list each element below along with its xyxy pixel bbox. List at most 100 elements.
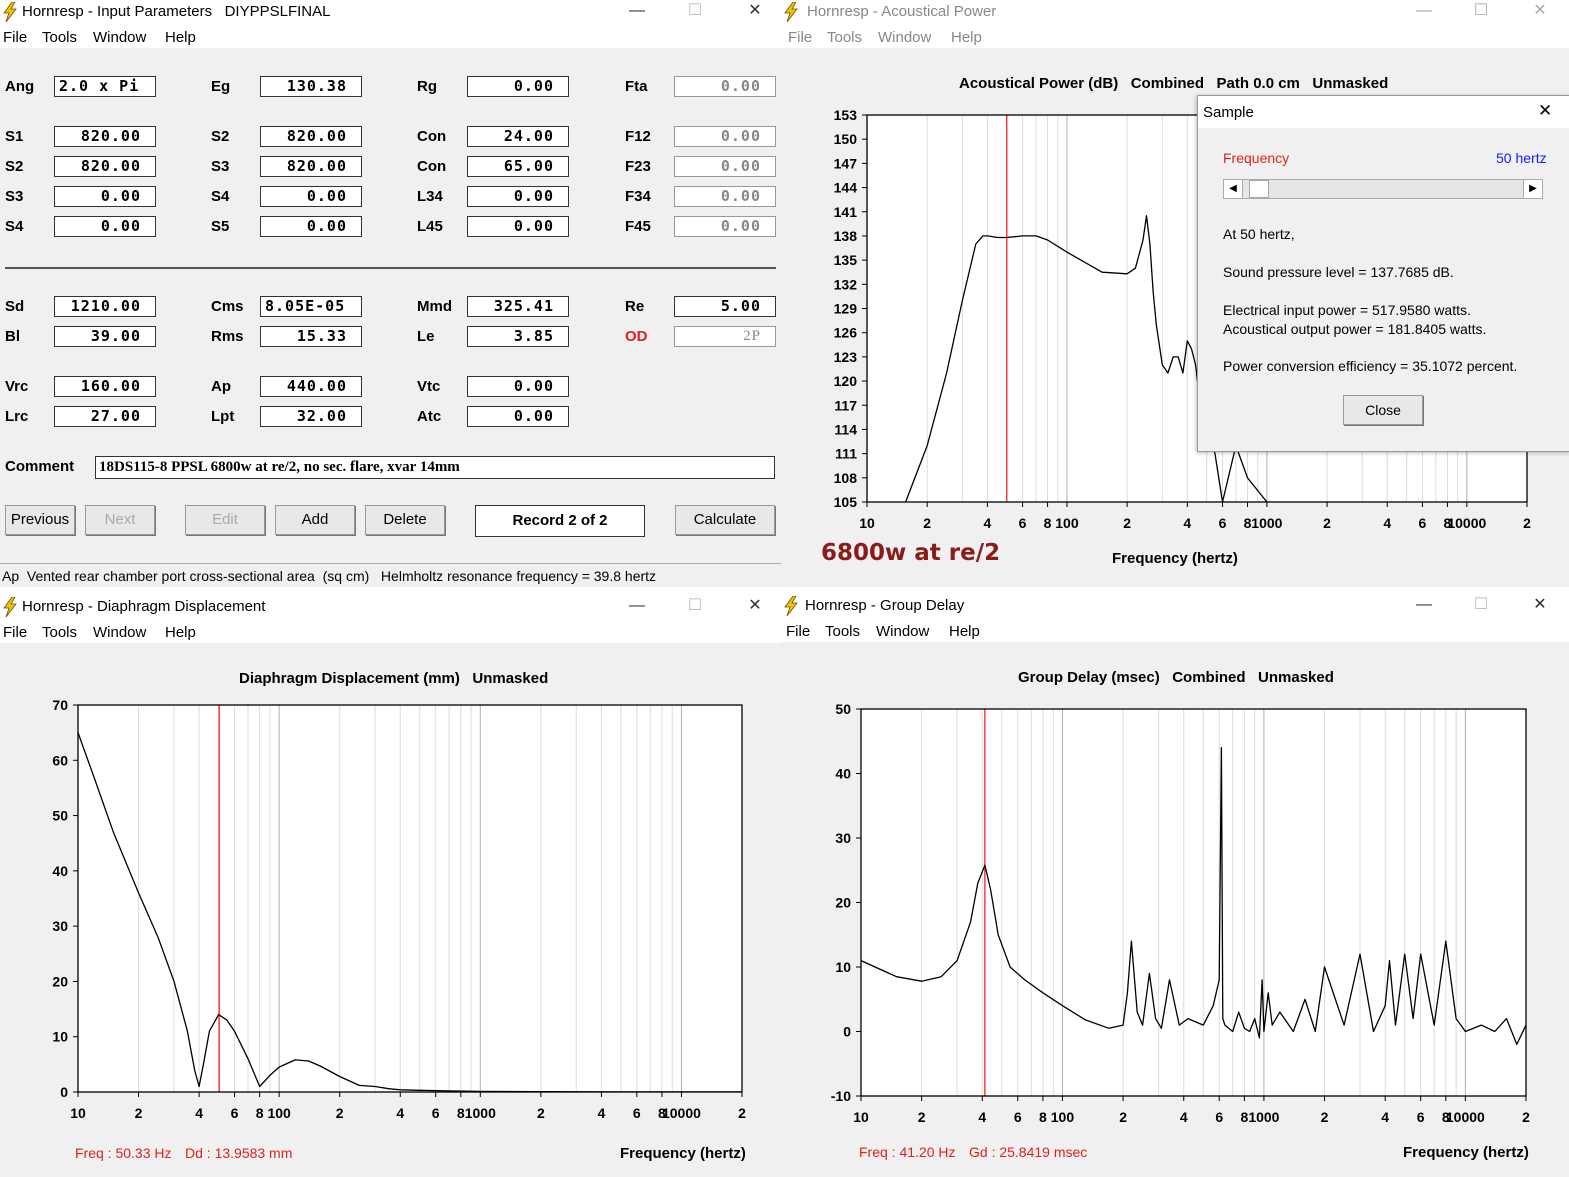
menu-tools[interactable]: Tools [827, 29, 863, 46]
menu-help[interactable]: Help [165, 29, 196, 46]
param-field-l45[interactable]: 0.00 [467, 216, 569, 237]
param-label-s4: S4 [211, 188, 230, 205]
param-field-atc[interactable]: 0.00 [467, 406, 569, 427]
param-field-con[interactable]: 65.00 [467, 156, 569, 177]
minimize-icon[interactable]: — [629, 597, 645, 614]
menu-tools[interactable]: Tools [825, 623, 861, 640]
param-label-atc: Atc [417, 408, 442, 425]
menu-file[interactable]: File [3, 29, 28, 46]
param-field-rg[interactable]: 0.00 [467, 76, 569, 97]
menu-window[interactable]: Window [876, 623, 930, 640]
param-field-s4[interactable]: 0.00 [260, 186, 362, 207]
y-tick-label: 0 [60, 1084, 68, 1100]
param-field-sd[interactable]: 1210.00 [54, 296, 156, 317]
param-field-fta[interactable]: 0.00 [674, 76, 776, 97]
param-field-ap[interactable]: 440.00 [260, 376, 362, 397]
param-label-f23: F23 [625, 158, 651, 175]
displacement-value-readout: Dd : 13.9583 mm [185, 1145, 293, 1161]
param-field-f23[interactable]: 0.00 [674, 156, 776, 177]
param-field-vtc[interactable]: 0.00 [467, 376, 569, 397]
param-field-s2[interactable]: 820.00 [54, 156, 156, 177]
frequency-slider[interactable]: ◀ ▶ [1223, 179, 1543, 199]
menu-file[interactable]: File [3, 624, 28, 641]
plot-frame [77, 704, 743, 1093]
close-icon[interactable]: ✕ [1533, 596, 1547, 613]
param-field-lrc[interactable]: 27.00 [54, 406, 156, 427]
sample-dialog: Sample ✕ Frequency 50 hertz ◀ ▶ At 50 he… [1197, 95, 1569, 452]
x-tick-label: 6 [1019, 515, 1027, 531]
series-line [860, 747, 1527, 1046]
previous-button[interactable]: Previous [5, 505, 75, 535]
y-tick-label: 141 [834, 204, 858, 220]
param-field-s5[interactable]: 0.00 [260, 216, 362, 237]
next-button[interactable]: Next [85, 505, 155, 535]
param-field-rms[interactable]: 15.33 [260, 326, 362, 347]
acoustic-chart-title: Acoustical Power (dB) Combined Path 0.0 … [959, 75, 1389, 92]
param-label-con: Con [417, 128, 447, 145]
slider-thumb[interactable] [1249, 180, 1270, 198]
menu-help[interactable]: Help [165, 624, 196, 641]
close-icon[interactable]: ✕ [748, 597, 762, 614]
x-tick-label: 8 [1240, 1109, 1248, 1125]
add-button[interactable]: Add [275, 505, 355, 535]
close-icon[interactable]: ✕ [1533, 2, 1547, 19]
y-tick-label: 123 [834, 349, 858, 365]
slider-left-arrow-icon[interactable]: ◀ [1224, 180, 1243, 198]
minimize-icon[interactable]: — [1416, 596, 1432, 613]
maximize-icon[interactable]: ☐ [1473, 596, 1489, 613]
param-field-l34[interactable]: 0.00 [467, 186, 569, 207]
param-field-con[interactable]: 24.00 [467, 126, 569, 147]
delete-button[interactable]: Delete [365, 505, 445, 535]
param-label-ang: Ang [5, 78, 35, 95]
param-field-eg[interactable]: 130.38 [260, 76, 362, 97]
x-tick-label: 2 [135, 1105, 143, 1121]
param-field-lpt[interactable]: 32.00 [260, 406, 362, 427]
menu-file[interactable]: File [786, 623, 811, 640]
param-field-s2[interactable]: 820.00 [260, 126, 362, 147]
param-field-s4[interactable]: 0.00 [54, 216, 156, 237]
param-field-bl[interactable]: 39.00 [54, 326, 156, 347]
sample-close-button[interactable]: Close [1343, 395, 1423, 425]
maximize-icon[interactable]: ☐ [1473, 2, 1489, 19]
param-field-re[interactable]: 5.00 [674, 296, 776, 317]
param-label-bl: Bl [5, 328, 20, 345]
menu-help[interactable]: Help [949, 623, 980, 640]
param-field-s3[interactable]: 0.00 [54, 186, 156, 207]
menu-help[interactable]: Help [951, 29, 982, 46]
param-field-ang[interactable]: 2.0 x Pi [54, 76, 156, 97]
param-field-cms[interactable]: 8.05E-05 [260, 296, 362, 317]
displacement-window-titlebar[interactable]: Hornresp - Diaphragm Displacement — ☐ ✕ [0, 595, 781, 619]
param-field-le[interactable]: 3.85 [467, 326, 569, 347]
param-field-vrc[interactable]: 160.00 [54, 376, 156, 397]
delay-window-titlebar[interactable]: Hornresp - Group Delay — ☐ ✕ [781, 594, 1569, 618]
param-field-s1[interactable]: 820.00 [54, 126, 156, 147]
sample-dialog-close-icon[interactable]: ✕ [1538, 101, 1553, 120]
param-field-f34[interactable]: 0.00 [674, 186, 776, 207]
param-field-f12[interactable]: 0.00 [674, 126, 776, 147]
menu-window[interactable]: Window [93, 29, 147, 46]
slider-right-arrow-icon[interactable]: ▶ [1523, 180, 1542, 198]
close-icon[interactable]: ✕ [748, 2, 762, 19]
input-window-titlebar[interactable]: Hornresp - Input Parameters DIYPPSLFINAL… [0, 0, 781, 24]
menu-window[interactable]: Window [93, 624, 147, 641]
edit-button[interactable]: Edit [185, 505, 265, 535]
param-field-s3[interactable]: 820.00 [260, 156, 362, 177]
comment-input[interactable]: 18DS115-8 PPSL 6800w at re/2, no sec. fl… [95, 456, 775, 479]
sample-dialog-body: Frequency 50 hertz ◀ ▶ At 50 hertz, Soun… [1198, 128, 1569, 451]
y-tick-label: 132 [834, 276, 858, 292]
acoustic-window-titlebar[interactable]: Hornresp - Acoustical Power — ☐ ✕ [781, 0, 1569, 24]
param-field-f45[interactable]: 0.00 [674, 216, 776, 237]
sample-line-electrical-power: Electrical input power = 517.9580 watts. [1223, 302, 1471, 318]
param-field-od[interactable]: 2P [674, 326, 776, 347]
param-field-mmd[interactable]: 325.41 [467, 296, 569, 317]
minimize-icon[interactable]: — [629, 2, 645, 19]
maximize-icon[interactable]: ☐ [687, 597, 703, 614]
menu-tools[interactable]: Tools [42, 624, 78, 641]
menu-window[interactable]: Window [878, 29, 932, 46]
menu-file[interactable]: File [788, 29, 813, 46]
menu-tools[interactable]: Tools [42, 29, 78, 46]
calculate-button[interactable]: Calculate [675, 505, 775, 535]
maximize-icon[interactable]: ☐ [687, 2, 703, 19]
minimize-icon[interactable]: — [1416, 2, 1432, 19]
